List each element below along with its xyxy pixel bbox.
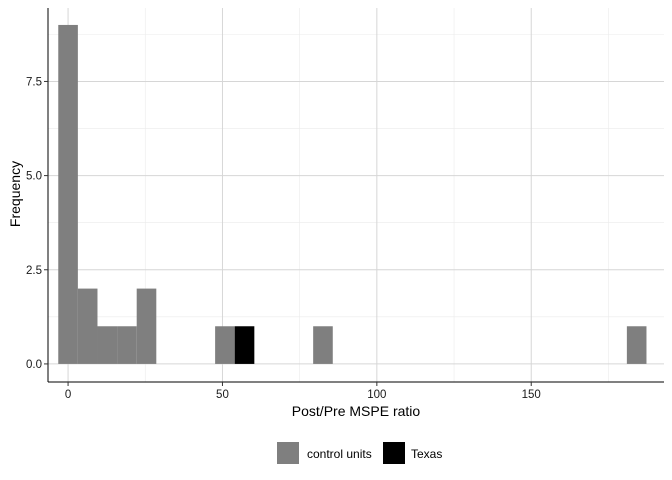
bar-control-units (58, 24, 78, 364)
y-tick-label: 5.0 (26, 171, 42, 183)
bar-texas (234, 326, 255, 364)
bar-control-units (215, 326, 235, 364)
y-tick-label: 2.5 (26, 265, 42, 277)
legend-key-control-units (277, 442, 299, 464)
legend: control units Texas (277, 442, 442, 464)
x-axis-title: Post/Pre MSPE ratio (292, 403, 421, 419)
bar-control-units (626, 326, 647, 364)
bar-control-units (313, 326, 333, 364)
x-axis-ticks: 0 50 100 150 (65, 382, 541, 401)
y-tick-label: 0.0 (26, 359, 42, 371)
legend-label-texas: Texas (411, 447, 442, 461)
axes (47, 8, 664, 383)
y-tick-label: 7.5 (26, 76, 42, 88)
x-tick-label: 0 (65, 389, 71, 401)
y-axis-title: Frequency (7, 161, 23, 227)
bar-control-units (77, 288, 98, 364)
bar-control-units (97, 326, 118, 364)
major-gridlines (48, 8, 664, 382)
y-axis-ticks: 0.0 2.5 5.0 7.5 (26, 76, 48, 371)
bar-control-units (136, 288, 157, 364)
histogram-bars (58, 24, 647, 364)
x-tick-label: 100 (367, 389, 386, 401)
x-tick-label: 150 (522, 389, 541, 401)
legend-key-texas (383, 442, 405, 464)
legend-label-control-units: control units (307, 447, 372, 461)
x-tick-label: 50 (216, 389, 229, 401)
bar-control-units (117, 326, 137, 364)
